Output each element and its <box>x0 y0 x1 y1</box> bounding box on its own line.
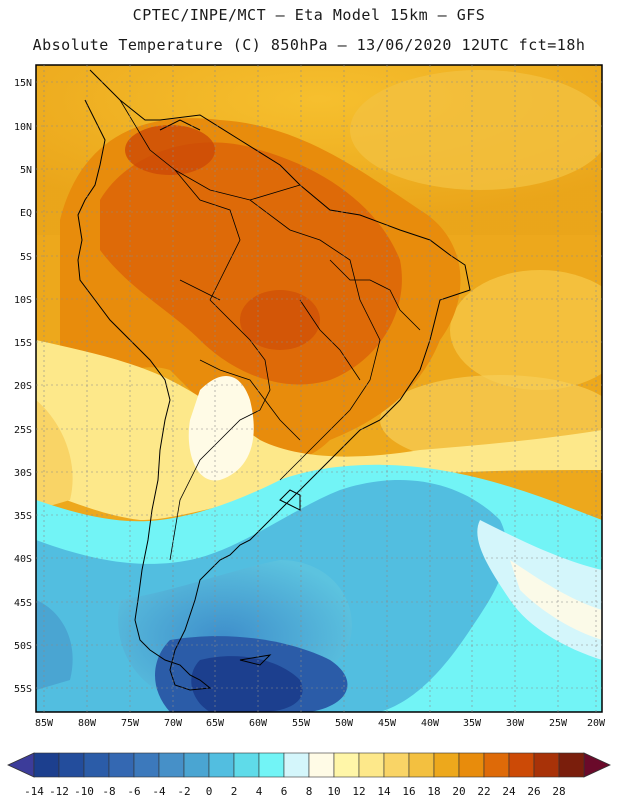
colorbar-label: -2 <box>177 785 190 798</box>
lat-label: 20S <box>14 381 32 392</box>
colorbar-swatch <box>233 752 260 778</box>
colorbar-swatch <box>408 752 435 778</box>
colorbar-swatch <box>333 752 360 778</box>
colorbar-label: 2 <box>231 785 238 798</box>
lat-label: 10S <box>14 295 32 306</box>
lat-label: 5S <box>20 252 32 263</box>
lat-label: 5N <box>20 165 32 176</box>
lon-label: 35W <box>463 718 482 729</box>
colorbar-label: -8 <box>102 785 115 798</box>
latitude-labels: 15N 10N 5N EQ 5S 10S 15S 20S 25S 30S 35S… <box>14 78 32 695</box>
lon-label: 25W <box>549 718 568 729</box>
colorbar-swatch <box>208 752 235 778</box>
lat-label: 45S <box>14 598 32 609</box>
colorbar-label: 26 <box>527 785 540 798</box>
colorbar-label: 10 <box>327 785 340 798</box>
colorbar-swatch <box>33 752 60 778</box>
lat-label: 55S <box>14 684 32 695</box>
colorbar-swatch <box>283 752 310 778</box>
colorbar-label: 28 <box>552 785 565 798</box>
lon-label: 85W <box>35 718 54 729</box>
lat-label: EQ <box>20 208 32 219</box>
lat-label: 35S <box>14 511 32 522</box>
colorbar-swatch <box>458 752 485 778</box>
colorbar-label: 24 <box>502 785 516 798</box>
colorbar-label: 6 <box>281 785 288 798</box>
colorbar-swatch <box>258 752 285 778</box>
temperature-field <box>36 65 602 712</box>
lon-label: 75W <box>121 718 140 729</box>
title-line-1: CPTEC/INPE/MCT – Eta Model 15km – GFS <box>132 6 486 24</box>
lat-label: 40S <box>14 554 32 565</box>
lat-label: 15S <box>14 338 32 349</box>
colorbar-swatch <box>58 752 85 778</box>
country-borders <box>119 99 421 561</box>
colorbar-swatch <box>83 752 110 778</box>
colorbar-under-arrow <box>7 752 35 778</box>
colorbar-label: -14 <box>24 785 44 798</box>
colorbar-swatch <box>158 752 185 778</box>
colorbar-swatch <box>133 752 160 778</box>
colorbar-label: 16 <box>402 785 415 798</box>
lon-label: 50W <box>335 718 354 729</box>
lon-label: 55W <box>292 718 311 729</box>
colorbar-label: 8 <box>306 785 313 798</box>
colorbar: -14 -12 -10 -8 -6 -4 -2 0 2 4 6 8 10 12 14 16 18 20 22 24 26… <box>7 752 611 798</box>
title-line-2: Absolute Temperature (C) 850hPa – 13/06/… <box>32 36 586 54</box>
colorbar-swatch <box>483 752 510 778</box>
colorbar-label: 20 <box>452 785 465 798</box>
colorbar-label: 0 <box>206 785 213 798</box>
colorbar-label: -12 <box>49 785 69 798</box>
lat-label: 10N <box>14 122 32 133</box>
colorbar-label: 18 <box>427 785 440 798</box>
colorbar-label: 14 <box>377 785 391 798</box>
colorbar-swatch <box>433 752 460 778</box>
graticule <box>36 65 602 712</box>
colorbar-swatch <box>183 752 210 778</box>
colorbar-swatch <box>558 752 585 778</box>
lon-label: 20W <box>587 718 606 729</box>
colorbar-label: -4 <box>152 785 166 798</box>
colorbar-label: -6 <box>127 785 140 798</box>
lon-label: 45W <box>378 718 397 729</box>
lon-label: 30W <box>506 718 525 729</box>
lat-label: 25S <box>14 425 32 436</box>
colorbar-swatch <box>108 752 135 778</box>
colorbar-swatch <box>508 752 535 778</box>
map-frame <box>35 64 603 713</box>
longitude-labels: 85W 80W 75W 70W 65W 60W 55W 50W 45W 40W … <box>35 718 606 729</box>
colorbar-swatch <box>308 752 335 778</box>
lat-label: 15N <box>14 78 32 89</box>
lon-label: 40W <box>421 718 440 729</box>
colorbar-swatch <box>383 752 410 778</box>
colorbar-label: 12 <box>352 785 365 798</box>
lon-label: 65W <box>206 718 225 729</box>
lon-label: 70W <box>164 718 183 729</box>
colorbar-over-arrow <box>583 752 611 778</box>
lon-label: 60W <box>249 718 268 729</box>
colorbar-label: 22 <box>477 785 490 798</box>
colorbar-label: -10 <box>74 785 94 798</box>
lat-label: 50S <box>14 641 32 652</box>
colorbar-swatch <box>358 752 385 778</box>
colorbar-label: 4 <box>256 785 263 798</box>
colorbar-swatch <box>533 752 560 778</box>
lat-label: 30S <box>14 468 32 479</box>
lon-label: 80W <box>78 718 97 729</box>
